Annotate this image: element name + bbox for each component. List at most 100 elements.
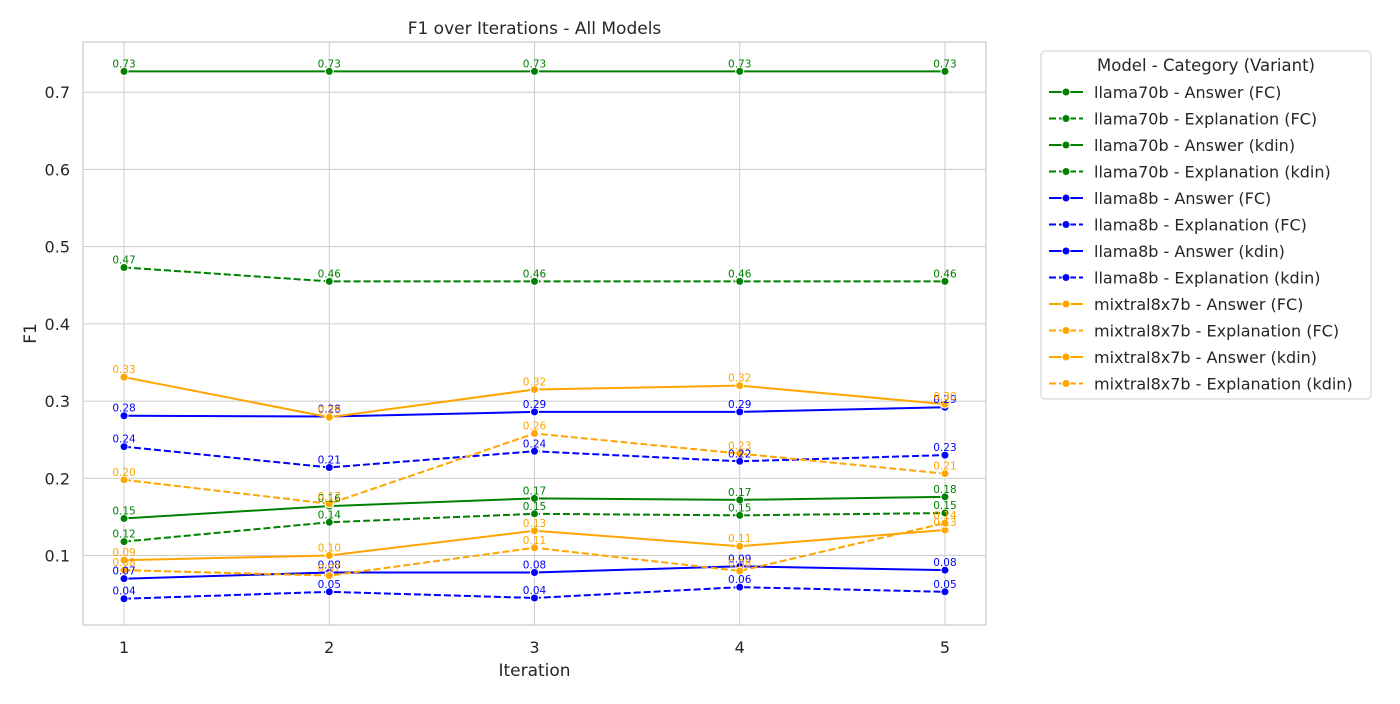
data-point	[940, 469, 950, 479]
data-point	[530, 543, 539, 553]
data-label: 0.05	[933, 579, 956, 591]
data-label: 0.73	[933, 58, 956, 70]
data-point	[940, 492, 950, 502]
data-point	[324, 517, 334, 527]
data-point	[940, 276, 950, 286]
data-label: 0.18	[933, 484, 956, 496]
legend-label: llama70b - Answer (kdin)	[1094, 136, 1295, 155]
data-point	[940, 399, 950, 409]
data-point	[940, 450, 950, 460]
y-tick-label: 0.7	[45, 83, 70, 102]
legend-marker	[1061, 379, 1071, 388]
y-tick-label: 0.5	[45, 238, 70, 257]
data-label: 0.17	[318, 491, 341, 503]
data-point	[119, 475, 129, 485]
data-point	[940, 565, 950, 575]
data-label: 0.30	[933, 391, 956, 403]
data-point	[940, 508, 950, 518]
series-9	[119, 428, 950, 509]
legend-item: llama8b - Answer (FC)	[1049, 189, 1271, 208]
data-label: 0.08	[523, 559, 546, 571]
data-label: 0.21	[933, 461, 956, 473]
data-label: 0.47	[112, 254, 135, 266]
y-axis-label: F1	[21, 323, 41, 344]
legend-marker	[1061, 299, 1071, 309]
data-point	[324, 66, 334, 76]
data-label: 0.17	[523, 485, 546, 497]
series-layer	[119, 66, 950, 604]
legend-item: llama8b - Answer (kdin)	[1049, 242, 1285, 261]
x-tick-label: 3	[529, 638, 539, 657]
data-point	[324, 499, 334, 509]
legend-marker	[1061, 140, 1071, 150]
data-label: 0.32	[523, 376, 546, 388]
series-10	[119, 525, 950, 565]
legend-marker	[1061, 167, 1071, 176]
data-point	[324, 412, 334, 422]
data-point	[119, 565, 129, 575]
legend-label: llama70b - Answer (FC)	[1094, 83, 1281, 102]
legend-label: llama8b - Answer (FC)	[1094, 189, 1271, 208]
data-point	[940, 66, 950, 76]
y-tick-label: 0.3	[45, 392, 70, 411]
legend-title: Model - Category (Variant)	[1097, 56, 1315, 75]
legend-item: llama70b - Explanation (kdin)	[1049, 163, 1331, 182]
legend-marker	[1061, 220, 1071, 229]
data-point	[530, 493, 539, 503]
data-label: 0.26	[523, 420, 547, 432]
data-labels: 0.73 0.73 0.73 0.73 0.73 0.47 0.46 0.46 0.46 0.46…	[112, 58, 957, 597]
data-label: 0.33	[112, 364, 135, 376]
data-point	[735, 66, 745, 76]
x-tick-label: 2	[324, 638, 334, 657]
legend-marker	[1061, 352, 1071, 362]
data-label: 0.46	[523, 268, 547, 280]
data-label: 0.21	[318, 454, 341, 466]
data-label: 0.24	[112, 434, 136, 446]
legend-label: mixtral8x7b - Explanation (kdin)	[1094, 375, 1353, 394]
data-label: 0.09	[112, 547, 135, 559]
data-label: 0.23	[933, 442, 956, 454]
data-point	[940, 587, 950, 597]
data-label: 0.29	[523, 399, 546, 411]
y-tick-label: 0.1	[45, 547, 70, 566]
data-point	[324, 551, 334, 561]
data-point	[119, 513, 129, 523]
data-label: 0.46	[933, 268, 957, 280]
data-point	[530, 446, 539, 456]
x-tick-label: 4	[735, 638, 745, 657]
x-tick-label: 1	[119, 638, 129, 657]
data-label: 0.04	[523, 585, 547, 597]
data-label: 0.32	[728, 373, 751, 385]
legend-label: llama8b - Explanation (FC)	[1094, 216, 1307, 235]
axes: 0.1 0.2 0.3 0.4 0.5 0.6 0.7 1 2 3 4 5	[45, 83, 951, 657]
data-point	[324, 571, 334, 581]
data-point	[119, 537, 129, 547]
legend-label: mixtral8x7b - Answer (kdin)	[1094, 348, 1317, 367]
legend-marker	[1061, 273, 1071, 282]
data-label: 0.13	[933, 517, 956, 529]
data-point	[119, 66, 129, 76]
x-axis-label: Iteration	[498, 661, 570, 681]
legend-item: llama70b - Answer (FC)	[1049, 83, 1281, 102]
legend-label: mixtral8x7b - Explanation (FC)	[1094, 322, 1339, 341]
data-label: 0.08	[933, 557, 956, 569]
data-label: 0.14	[933, 510, 957, 522]
data-label: 0.13	[523, 518, 546, 530]
data-point	[735, 495, 745, 505]
data-point	[119, 262, 129, 272]
data-label: 0.07	[318, 563, 341, 575]
legend: Model - Category (Variant) llama70b - An…	[1040, 50, 1372, 400]
legend-label: llama8b - Explanation (kdin)	[1094, 269, 1321, 288]
y-tick-label: 0.6	[45, 160, 70, 179]
legend-item: llama8b - Explanation (FC)	[1049, 216, 1307, 235]
data-point	[530, 384, 539, 394]
data-point	[324, 276, 334, 286]
data-point	[530, 526, 539, 536]
data-point	[735, 381, 745, 391]
data-point	[324, 587, 334, 597]
data-label: 0.23	[728, 441, 751, 453]
data-label: 0.10	[318, 543, 341, 555]
series-3	[119, 508, 950, 547]
data-label: 0.14	[318, 509, 342, 521]
